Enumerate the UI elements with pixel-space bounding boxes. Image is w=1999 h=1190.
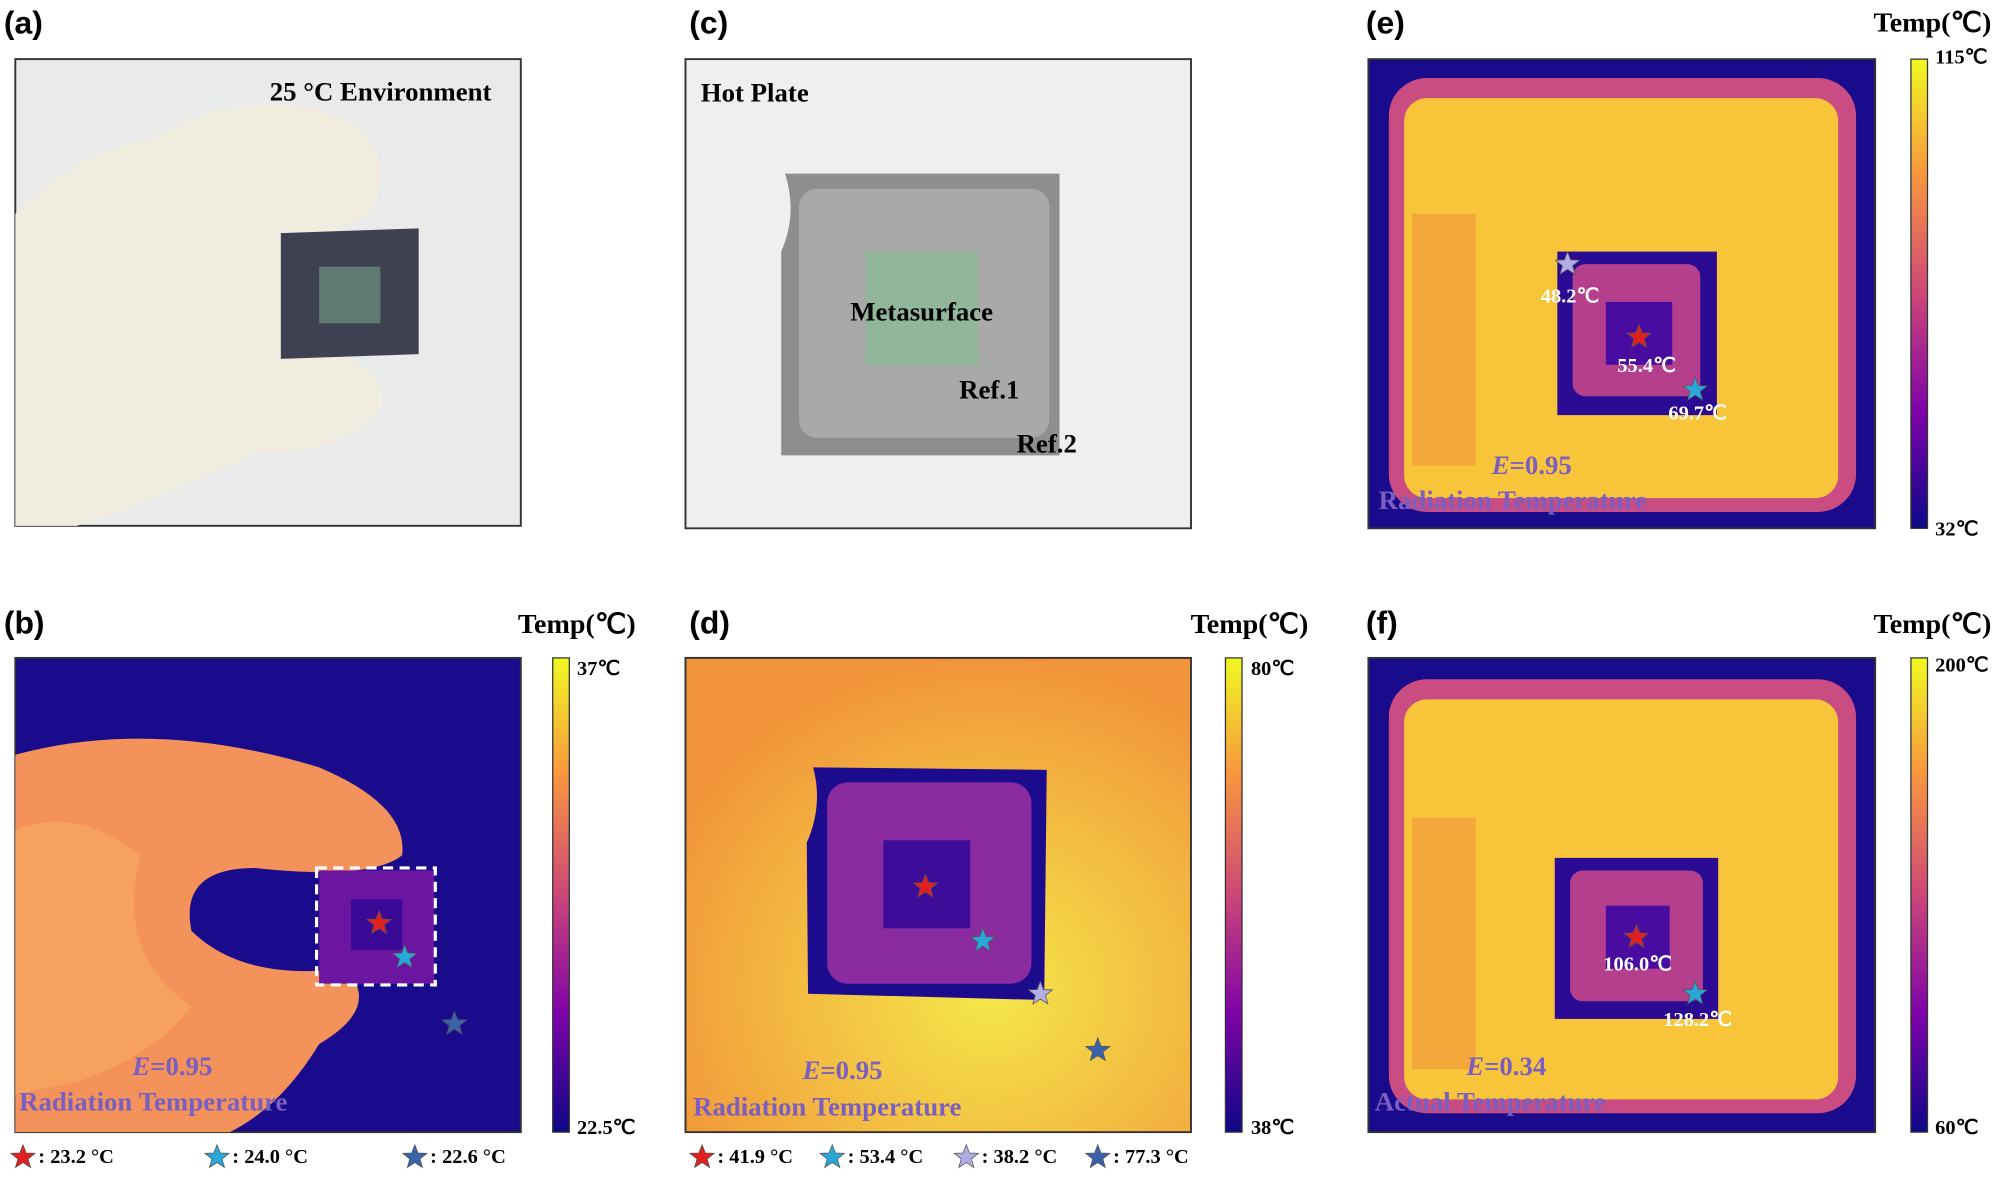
- emissivity: E=0.34: [1465, 1051, 1546, 1081]
- panel-label: (c): [689, 5, 728, 41]
- emissivity-symbol: E: [1491, 450, 1510, 480]
- star-marker: [688, 1143, 716, 1169]
- star-marker: [819, 1143, 846, 1169]
- legend-entry: : 41.9 °C: [717, 1146, 793, 1168]
- colorbar-max: 80℃: [1251, 658, 1294, 680]
- star-marker: [1027, 980, 1054, 1005]
- emissivity-symbol: E: [1465, 1051, 1484, 1081]
- panel-label: (b): [4, 605, 45, 641]
- photo-a: [14, 58, 522, 527]
- emissivity: E=0.95: [801, 1055, 882, 1085]
- legend-entry: : 38.2 °C: [982, 1146, 1058, 1168]
- star-marker: [1625, 323, 1653, 349]
- star-marker: [1084, 1143, 1111, 1169]
- colorbar-max: 200℃: [1935, 654, 1989, 676]
- colorbar-title: Temp(℃): [1191, 609, 1309, 640]
- point-label: 55.4℃: [1617, 355, 1676, 377]
- star-marker: [1682, 376, 1709, 402]
- star-marker: [441, 1010, 468, 1036]
- panel-label: (e): [1366, 5, 1405, 41]
- emissivity-symbol: E: [131, 1051, 150, 1081]
- mode-label: Actual Temperature: [1375, 1087, 1606, 1117]
- point-label: 106.0℃: [1603, 954, 1672, 976]
- point-label: 128.2℃: [1663, 1009, 1732, 1031]
- colorbar-max: 37℃: [577, 658, 620, 680]
- caption: 25 °C Environment: [270, 77, 492, 107]
- thermal-d: [684, 656, 1192, 1134]
- thermal-e: [1367, 58, 1877, 530]
- colorbar-title: Temp(℃): [518, 609, 636, 640]
- star-marker: [1682, 980, 1709, 1005]
- legend-entry: : 22.6 °C: [430, 1146, 506, 1168]
- star-marker: [953, 1143, 980, 1169]
- colorbar-title: Temp(℃): [1874, 8, 1992, 39]
- emissivity: E=0.95: [1491, 450, 1572, 480]
- star-marker: [912, 873, 939, 898]
- colorbar-min: 32℃: [1935, 519, 1978, 541]
- panel-label: (d): [689, 605, 730, 641]
- emissivity-symbol: E: [801, 1055, 820, 1085]
- emissivity-value: =0.95: [820, 1055, 882, 1085]
- colorbar: Temp(℃) 200℃ 60℃: [1874, 609, 1992, 1139]
- star-marker: [1084, 1036, 1111, 1062]
- colorbar-min: 22.5℃: [577, 1117, 636, 1139]
- legend-entry: : 53.4 °C: [848, 1146, 924, 1168]
- emissivity: E=0.95: [131, 1051, 212, 1081]
- photo-c: [684, 58, 1192, 530]
- point-label: 69.7℃: [1668, 403, 1727, 425]
- thermal-f: [1367, 656, 1877, 1134]
- star-marker: [365, 909, 393, 935]
- emissivity-value: =0.95: [1510, 450, 1572, 480]
- colorbar-min: 38℃: [1251, 1117, 1294, 1139]
- mode-label: Radiation Temperature: [19, 1087, 287, 1117]
- star-marker: [391, 943, 418, 969]
- panel-label: (a): [4, 5, 43, 41]
- colorbar: Temp(℃) 37℃ 22.5℃: [518, 609, 636, 1139]
- legend-entry: : 24.0 °C: [232, 1146, 308, 1168]
- legend-entry: : 77.3 °C: [1113, 1146, 1189, 1168]
- star-marker: [9, 1143, 37, 1169]
- emissivity-value: =0.95: [150, 1051, 212, 1081]
- colorbar-max: 115℃: [1935, 47, 1987, 69]
- sample-label: Metasurface: [850, 297, 993, 327]
- star-marker: [969, 927, 997, 952]
- star-marker: [1623, 923, 1650, 949]
- legend-entry: : 23.2 °C: [38, 1146, 114, 1168]
- mode-label: Radiation Temperature: [1379, 485, 1647, 515]
- star-marker: [203, 1143, 231, 1169]
- thermal-b: [14, 656, 522, 1134]
- star-marker: [401, 1143, 429, 1169]
- colorbar-title: Temp(℃): [1874, 609, 1992, 640]
- ref-label: Ref.1: [959, 375, 1019, 405]
- colorbar-min: 60℃: [1935, 1117, 1978, 1139]
- mode-label: Radiation Temperature: [693, 1092, 961, 1122]
- panel-label: (f): [1366, 605, 1398, 641]
- star-marker: [1554, 250, 1581, 276]
- ref-label: Ref.2: [1017, 429, 1077, 459]
- emissivity-value: =0.34: [1484, 1051, 1546, 1081]
- caption: Hot Plate: [701, 78, 809, 108]
- colorbar: Temp(℃) 80℃ 38℃: [1191, 609, 1309, 1139]
- point-label: 48.2℃: [1541, 286, 1600, 308]
- colorbar: Temp(℃) 115℃ 32℃: [1874, 8, 1992, 541]
